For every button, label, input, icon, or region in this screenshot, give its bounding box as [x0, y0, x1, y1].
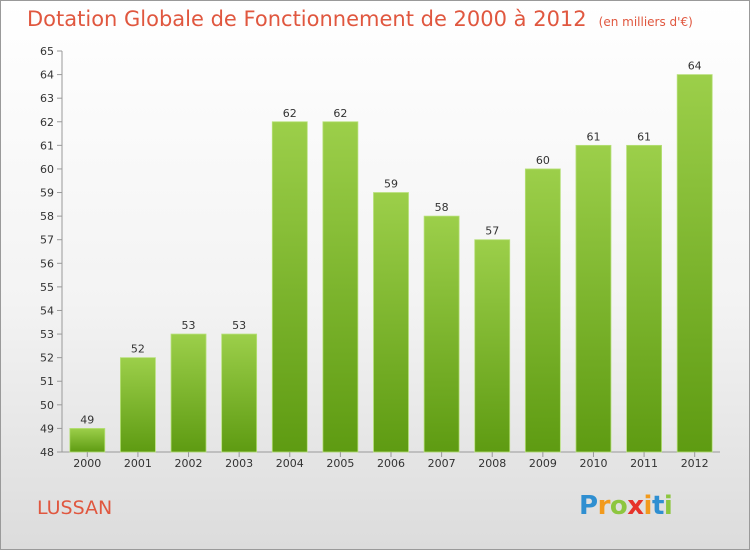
y-tick-label: 53: [40, 328, 54, 341]
y-tick-label: 55: [40, 281, 54, 294]
bar: [271, 121, 308, 453]
bar-value-label: 58: [435, 201, 449, 214]
x-tick-label: 2011: [630, 457, 658, 470]
y-tick-label: 64: [40, 69, 54, 82]
bar-value-label: 60: [536, 154, 550, 167]
bar: [373, 192, 409, 453]
y-tick-label: 52: [40, 352, 54, 365]
x-tick-label: 2009: [529, 457, 557, 470]
bar-value-label: 62: [333, 107, 347, 120]
x-tick-label: 2002: [175, 457, 203, 470]
bar: [575, 144, 612, 453]
y-tick-label: 60: [40, 163, 54, 176]
bar: [69, 428, 106, 453]
bar: [120, 357, 156, 453]
commune-name: LUSSAN: [37, 497, 113, 519]
title-main: Dotation Globale de Fonctionnement de 20…: [27, 7, 587, 31]
y-tick-label: 54: [40, 304, 54, 317]
logo-letter: o: [609, 491, 628, 521]
y-tick-label: 65: [40, 45, 54, 58]
bar-value-label: 61: [637, 130, 651, 143]
x-tick-label: 2001: [124, 457, 152, 470]
y-tick-label: 62: [40, 116, 54, 129]
y-tick-label: 61: [40, 139, 54, 152]
x-tick-label: 2008: [478, 457, 506, 470]
title-unit: (en milliers d'€): [598, 15, 693, 29]
proxiti-logo[interactable]: Proxiti: [579, 491, 673, 521]
bar: [626, 144, 662, 453]
x-tick-label: 2003: [225, 457, 253, 470]
logo-letter: t: [651, 491, 664, 521]
bar: [524, 168, 561, 453]
bar-value-label: 49: [80, 413, 94, 426]
bar-value-label: 53: [232, 319, 246, 332]
bar: [474, 239, 511, 453]
y-tick-label: 59: [40, 187, 54, 200]
logo-letter: x: [627, 491, 644, 521]
bar: [170, 333, 207, 453]
x-tick-label: 2004: [276, 457, 304, 470]
bar-value-label: 62: [283, 107, 297, 120]
bar: [322, 121, 359, 453]
bar-value-label: 52: [131, 343, 145, 356]
y-tick-label: 51: [40, 375, 54, 388]
logo-letter: i: [663, 491, 673, 521]
bar: [676, 74, 713, 453]
y-tick-label: 49: [40, 422, 54, 435]
x-tick-label: 2000: [73, 457, 101, 470]
logo-letter: P: [579, 491, 598, 521]
x-tick-label: 2012: [681, 457, 709, 470]
chart-title: Dotation Globale de Fonctionnement de 20…: [27, 7, 693, 31]
x-tick-label: 2010: [579, 457, 607, 470]
bar-value-label: 61: [586, 130, 600, 143]
x-tick-label: 2006: [377, 457, 405, 470]
bar-value-label: 53: [182, 319, 196, 332]
y-tick-label: 58: [40, 210, 54, 223]
y-tick-label: 48: [40, 446, 54, 459]
x-tick-label: 2005: [326, 457, 354, 470]
y-tick-label: 56: [40, 257, 54, 270]
bar-value-label: 64: [688, 60, 702, 73]
bar-value-label: 59: [384, 178, 398, 191]
y-tick-label: 50: [40, 399, 54, 412]
y-tick-label: 63: [40, 92, 54, 105]
bar-value-label: 57: [485, 225, 499, 238]
bar: [423, 215, 460, 453]
logo-letter: i: [643, 491, 653, 521]
logo-letter: r: [597, 491, 611, 521]
y-tick-label: 57: [40, 234, 54, 247]
bar: [221, 333, 258, 453]
x-tick-label: 2007: [428, 457, 456, 470]
